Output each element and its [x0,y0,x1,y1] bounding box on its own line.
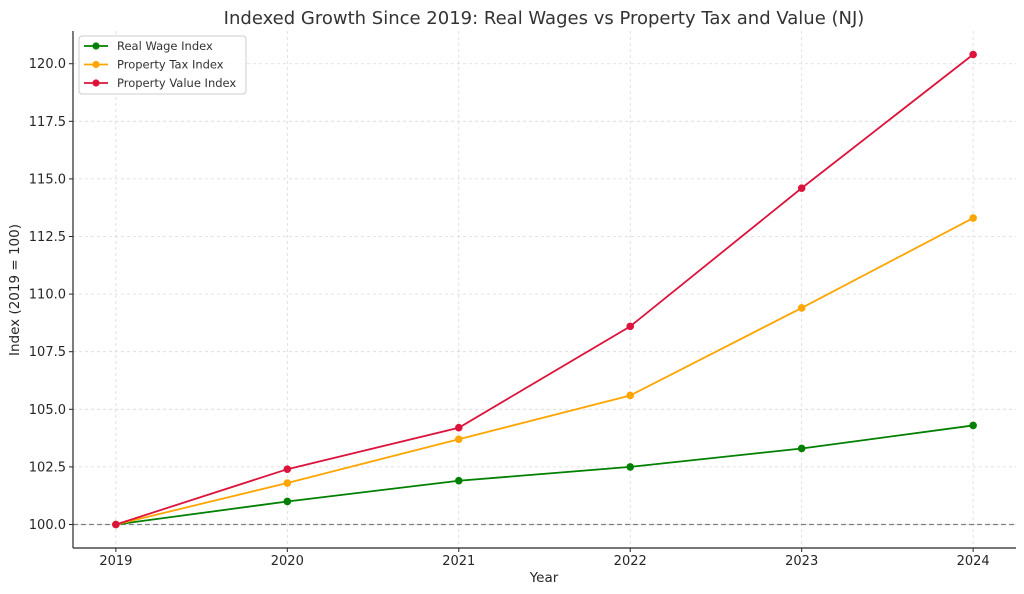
y-tick-label: 107.5 [29,345,66,360]
data-point [283,465,292,474]
y-axis-label: Index (2019 = 100) [7,224,23,356]
data-point [283,497,292,506]
series-group [112,50,977,529]
legend-label: Real Wage Index [117,39,213,53]
legend-box [78,35,247,95]
data-point [797,444,806,453]
y-tick-label: 105.0 [29,403,66,418]
legend-marker [92,60,100,69]
grid [73,31,1016,548]
legend: Real Wage Index Property Tax Index Propert… [78,35,247,95]
y-axis-ticks: 100.0 102.5 105.0 107.5 110.0 112.5 115.0 117.5… [29,57,73,533]
y-tick-label: 110.0 [29,288,66,303]
legend-label: Property Value Index [117,76,236,90]
data-point [969,50,977,59]
data-point [626,322,635,331]
data-point [626,463,635,471]
data-point [969,421,977,430]
data-point [454,423,463,432]
legend-marker [92,79,100,87]
chart-title: Indexed Growth Since 2019: Real Wages vs… [224,8,865,29]
data-point [454,476,463,485]
series-line-property-value-index [115,53,974,526]
data-point [797,304,806,312]
data-point [454,435,463,444]
x-axis-ticks: 2019 2020 2021 2022 2023 2024 [99,548,990,569]
x-tick-label: 2023 [785,554,818,569]
data-point [283,479,292,487]
data-point [797,184,806,192]
legend-marker [92,42,100,50]
y-tick-label: 115.0 [29,172,66,187]
x-tick-label: 2022 [614,554,647,569]
y-tick-label: 100.0 [29,518,66,533]
axes [72,31,1016,549]
y-tick-label: 112.5 [29,230,66,245]
data-point [112,520,120,529]
x-tick-label: 2019 [99,554,132,569]
y-tick-label: 102.5 [29,460,66,475]
series-line-property-tax-index [115,217,974,526]
data-point [969,214,977,222]
x-tick-label: 2024 [957,554,990,569]
y-tick-label: 120.0 [29,57,66,72]
data-point [626,391,635,400]
series-line-real-wage-index [115,424,974,526]
x-axis-label: Year [529,570,559,586]
legend-label: Property Tax Index [117,58,224,72]
y-tick-label: 117.5 [29,115,66,130]
x-tick-label: 2020 [271,554,304,569]
x-tick-label: 2021 [442,554,475,569]
